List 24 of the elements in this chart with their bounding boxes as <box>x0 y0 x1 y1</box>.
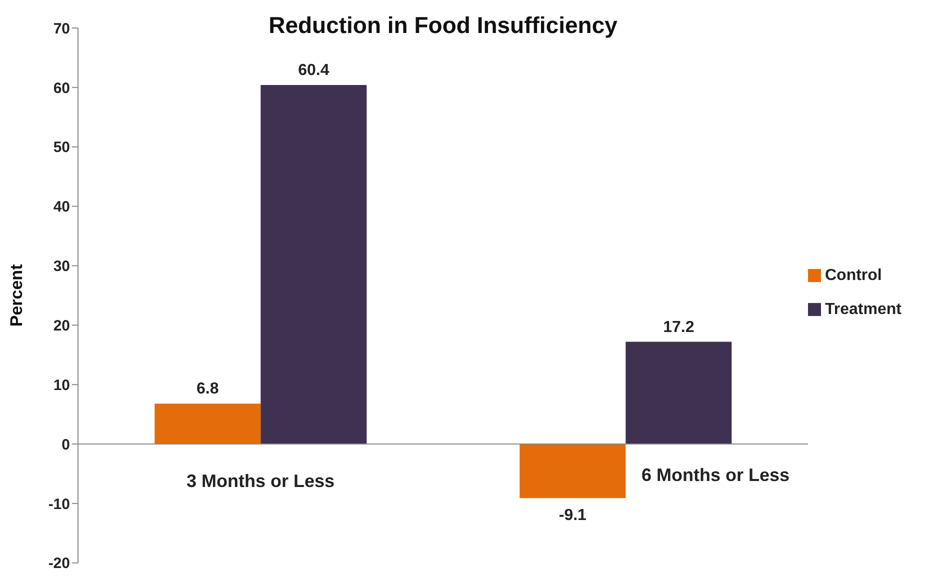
bar <box>260 85 367 444</box>
y-tick-label: 20 <box>53 317 70 334</box>
y-tick-label: 60 <box>53 80 70 97</box>
y-tick-label: 70 <box>53 20 70 38</box>
y-tick-label: 0 <box>62 436 70 454</box>
legend-label: Treatment <box>825 301 902 318</box>
data-label: 6.8 <box>196 380 219 398</box>
y-axis-title: Percent <box>7 264 26 327</box>
bar <box>520 444 626 498</box>
bar <box>626 342 732 444</box>
chart-title: Reduction in Food Insufficiency <box>268 12 618 39</box>
x-tick-label: 3 Months or Less <box>186 471 335 492</box>
legend-label: Control <box>825 267 882 284</box>
y-tick-label: 40 <box>53 198 70 216</box>
x-tick-label: 6 Months or Less <box>642 465 790 486</box>
y-tick-label: 30 <box>53 258 70 276</box>
y-tick-label: -10 <box>48 496 70 513</box>
y-tick-label: 50 <box>53 139 70 156</box>
y-tick-label: -20 <box>48 555 70 572</box>
data-label: 60.4 <box>298 62 330 80</box>
data-label: 17.2 <box>663 318 694 336</box>
bar <box>154 404 261 444</box>
y-tick-label: 10 <box>53 376 70 394</box>
data-label: -9.1 <box>558 507 587 524</box>
